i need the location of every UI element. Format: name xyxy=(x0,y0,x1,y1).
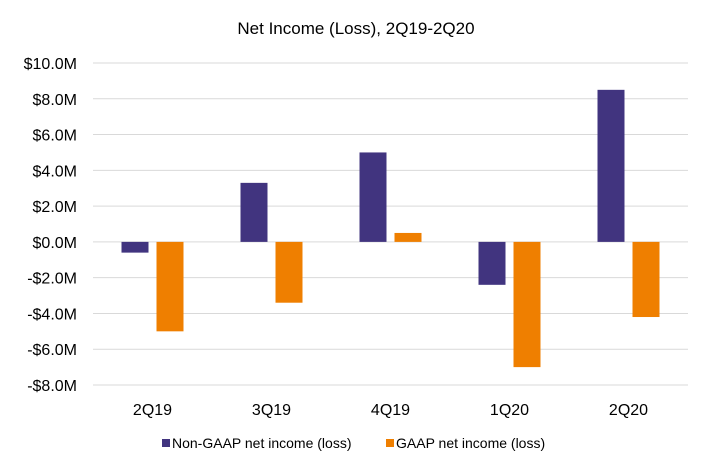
legend-swatch-gaap xyxy=(386,439,394,447)
y-tick-label: $2.0M xyxy=(33,199,77,216)
bar-non-gaap-2q19 xyxy=(121,241,149,253)
y-tick-label: -$4.0M xyxy=(27,306,77,323)
y-tick-label: $6.0M xyxy=(33,128,77,145)
x-tick-label: 1Q20 xyxy=(490,402,529,419)
y-tick-label: $0.0M xyxy=(33,235,77,252)
bar-gaap-2q19 xyxy=(156,241,184,332)
y-tick-label: $4.0M xyxy=(33,163,77,180)
y-tick-label: $10.0M xyxy=(24,56,77,73)
x-tick-label: 2Q19 xyxy=(133,402,172,419)
bar-gaap-4q19 xyxy=(394,232,422,242)
bar-non-gaap-3q19 xyxy=(240,182,268,242)
legend-swatch-non-gaap xyxy=(162,439,170,447)
legend-label-non-gaap: Non-GAAP net income (loss) xyxy=(172,435,351,451)
legend: Non-GAAP net income (loss) GAAP net inco… xyxy=(162,435,545,451)
chart-title: Net Income (Loss), 2Q19-2Q20 xyxy=(237,19,474,38)
bar-non-gaap-1q20 xyxy=(478,241,506,285)
bar-non-gaap-4q19 xyxy=(359,152,387,242)
x-tick-label: 2Q20 xyxy=(609,402,648,419)
y-tick-label: -$8.0M xyxy=(27,378,77,395)
bar-gaap-3q19 xyxy=(275,241,303,303)
y-axis-ticks: $10.0M $8.0M $6.0M $4.0M $2.0M $0.0M -$2.0M -$4… xyxy=(24,56,77,395)
y-tick-label: -$2.0M xyxy=(27,271,77,288)
bar-non-gaap-2q20 xyxy=(597,89,625,242)
bars xyxy=(121,89,660,368)
gridlines xyxy=(93,62,688,386)
x-tick-label: 4Q19 xyxy=(371,402,410,419)
bar-gaap-2q20 xyxy=(632,241,660,318)
legend-label-gaap: GAAP net income (loss) xyxy=(396,435,545,451)
y-tick-label: $8.0M xyxy=(33,92,77,109)
x-axis-ticks: 2Q19 3Q19 4Q19 1Q20 2Q20 xyxy=(133,402,648,419)
x-tick-label: 3Q19 xyxy=(252,402,291,419)
y-tick-label: -$6.0M xyxy=(27,342,77,359)
bar-gaap-1q20 xyxy=(513,241,541,368)
